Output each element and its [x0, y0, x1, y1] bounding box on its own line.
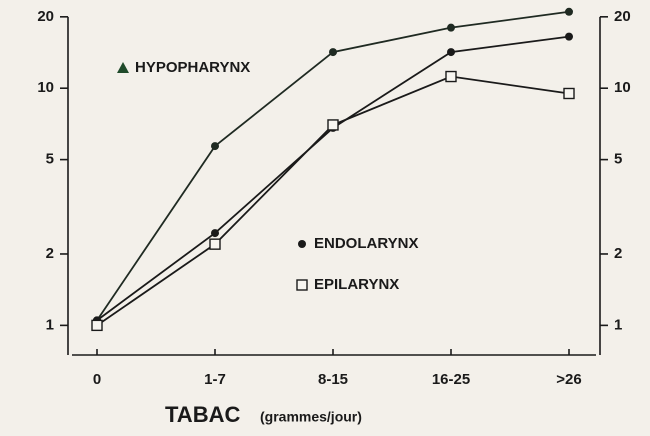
- data-point: [327, 119, 339, 131]
- x-tick-label: >26: [556, 371, 581, 388]
- y-tick-label: 10: [37, 79, 54, 96]
- y-tick-label-right: 5: [614, 151, 622, 168]
- x-tick-label: 1-7: [204, 371, 226, 388]
- legend-label: ENDOLARYNX: [314, 235, 418, 252]
- data-point: [211, 142, 219, 151]
- x-tick-label: 16-25: [432, 371, 470, 388]
- y-tick-label: 2: [46, 245, 54, 262]
- data-point: [445, 70, 457, 83]
- x-tick-label: 0: [93, 371, 101, 388]
- legend-marker: [298, 240, 306, 248]
- x-axis-unit: (grammes/jour): [260, 409, 362, 425]
- data-point: [565, 32, 573, 41]
- data-point: [565, 7, 573, 16]
- y-tick-label-right: 1: [614, 316, 622, 333]
- data-point: [563, 87, 575, 100]
- data-point: [329, 48, 337, 57]
- y-tick-label: 20: [37, 8, 54, 25]
- data-point: [447, 23, 455, 32]
- data-point: [209, 238, 221, 250]
- legend-label: EPILARYNX: [314, 276, 399, 293]
- x-axis-label: TABAC: [165, 402, 240, 427]
- x-tick-label: 8-15: [318, 371, 348, 388]
- legend-label: HYPOPHARYNX: [135, 59, 250, 76]
- y-tick-label-right: 2: [614, 245, 622, 262]
- legend-marker: [296, 279, 308, 291]
- legend-marker: [117, 62, 129, 73]
- y-tick-label-right: 10: [614, 79, 631, 96]
- y-tick-label: 5: [46, 151, 54, 168]
- data-point: [447, 48, 455, 57]
- y-tick-label-right: 20: [614, 8, 631, 25]
- data-point: [91, 319, 103, 332]
- y-tick-label: 1: [46, 316, 54, 333]
- data-point: [211, 229, 219, 238]
